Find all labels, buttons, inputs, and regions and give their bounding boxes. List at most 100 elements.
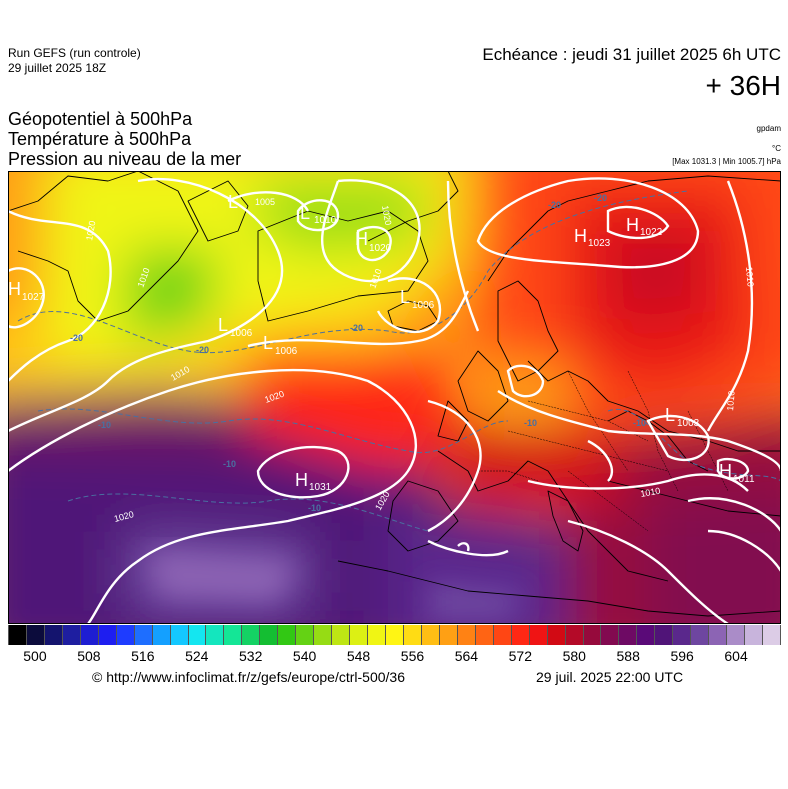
pressure-center-value: 1006 [275,346,298,357]
pressure-center-value: 1011 [733,474,755,485]
geopotential-shading [8,171,781,624]
field-title-pressure: Pression au niveau de la mer [8,149,242,169]
colorbar-swatch [386,625,404,645]
isotherm-label: -20 [196,345,209,355]
isotherm-label: -20 [70,333,83,343]
colorbar-tick-label: 596 [670,648,694,664]
colorbar-swatch [260,625,279,645]
colorbar-swatch [116,625,135,645]
isotherm-label: -20 [594,193,607,203]
colorbar-swatch [224,625,243,645]
isotherm-label: -10 [308,503,321,513]
field-title-temperature: Température à 500hPa [8,129,192,149]
colorbar-swatch [763,625,781,645]
colorbar-swatch [26,625,45,645]
colorbar-swatch [278,625,297,645]
isotherm-label: -20 [548,200,561,210]
pressure-center-type: L [665,405,675,425]
isobar-label: 1010 [725,390,737,411]
isotherm-label: -10 [524,418,537,428]
colorbar-swatch [188,625,207,645]
pressure-center-value: 1020 [369,243,392,254]
colorbar-swatch [62,625,81,645]
colorbar-swatch [206,625,225,645]
pressure-center-type: L [228,192,238,212]
colorbar-swatch [529,625,548,645]
colorbar-ticks: 500 508 516 524 532 540 548 556 564 572 580 588 596 6… [8,648,781,666]
pressure-center-type: H [574,226,587,246]
colorbar-swatch [368,625,387,645]
generated-time: 29 juil. 2025 22:00 UTC [536,669,684,685]
colorbar-tick-label: 524 [185,648,209,664]
colorbar-tick-label: 500 [23,648,47,664]
colorbar-swatch [314,625,333,645]
colorbar-tick-label: 548 [346,648,371,664]
colorbar-swatch [583,625,602,645]
map-frame [8,171,781,624]
pressure-center-type: L [400,287,410,307]
pressure-center-type: H [8,279,21,299]
pressure-range: [Max 1031.3 | Min 1005.7] hPa [672,157,781,166]
colorbar-swatch [170,625,189,645]
weather-map: H 1027 L 1005 L 1010 H 1020 L 1006 L 100… [8,171,781,624]
pressure-center-value: 1010 [314,215,337,226]
pressure-center-type: L [263,333,273,353]
colorbar-swatch [691,625,710,645]
pressure-center-type: L [218,315,228,335]
run-title: Run GEFS (run controle) [8,46,141,60]
colorbar-tick-label: 540 [292,648,317,664]
pressure-center-value: 1006 [230,328,253,339]
colorbar-swatch [601,625,620,645]
colorbar-tick-label: 532 [238,648,263,664]
colorbar-swatch [727,625,746,645]
isotherm-label: -10 [633,418,646,428]
colorbar-swatch [493,625,512,645]
colorbar-swatch [457,625,476,645]
colorbar [8,625,781,645]
colorbar-tick-label: 516 [131,648,155,664]
colorbar-swatch [350,625,369,645]
pressure-center-value: 1003 [677,418,700,429]
pressure-center-type: H [626,215,639,235]
colorbar-swatch [637,625,656,645]
colorbar-swatch [745,625,764,645]
forecast-valid-time: Echéance : jeudi 31 juillet 2025 6h UTC [482,45,781,64]
colorbar-swatch [332,625,351,645]
colorbar-swatch [709,625,728,645]
unit-geopotential: gpdam [756,124,781,133]
colorbar-swatch [475,625,494,645]
pressure-center-type: H [295,470,308,490]
country-borders [478,370,729,532]
colorbar-swatch [511,625,530,645]
colorbar-tick-label: 572 [508,648,533,664]
isobar-label: 1020 [380,205,393,226]
pressure-center-value: 1027 [22,292,45,303]
pressure-center-value: 1023 [588,238,611,249]
pressure-center-value: 1006 [412,300,435,311]
source-link[interactable]: © http://www.infoclimat.fr/z/gefs/europe… [92,669,406,685]
colorbar-swatch [655,625,674,645]
colorbar-swatch [673,625,692,645]
colorbar-swatch [242,625,261,645]
isotherm-label: -10 [223,459,236,469]
colorbar-swatch [80,625,99,645]
colorbar-tick-label: 564 [454,648,479,664]
field-title-geopotential: Géopotentiel à 500hPa [8,109,193,129]
colorbar-tick-label: 508 [77,648,101,664]
colorbar-swatch [421,625,440,645]
pressure-center-type: H [719,461,732,481]
run-date: 29 juillet 2025 18Z [8,61,107,75]
pressure-center-type: L [300,203,310,223]
isotherm-label: -20 [350,323,363,333]
colorbar-swatch [152,625,171,645]
colorbar-swatch [44,625,63,645]
pressure-center-value: 1022 [640,227,663,238]
pressure-center-value: 1005 [255,197,275,207]
colorbar-swatch [547,625,566,645]
isotherms [17,190,781,532]
colorbar-swatch [439,625,458,645]
colorbar-swatch [619,625,638,645]
colorbar-swatch [403,625,422,645]
isobar-label: 1010 [640,486,661,499]
pressure-center-type: H [355,229,368,249]
